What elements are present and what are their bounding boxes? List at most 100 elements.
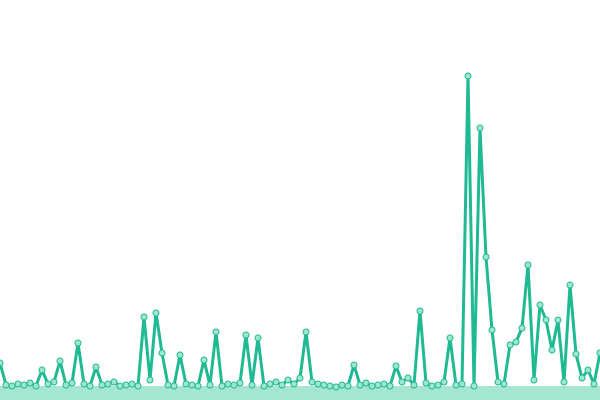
data-point xyxy=(296,374,304,382)
data-point xyxy=(518,324,526,332)
data-point xyxy=(260,382,268,390)
data-point xyxy=(194,382,202,390)
data-point xyxy=(548,346,556,354)
data-point xyxy=(80,380,88,388)
data-point xyxy=(182,380,190,388)
data-point xyxy=(338,381,346,389)
data-point xyxy=(572,350,580,358)
data-point xyxy=(224,380,232,388)
data-point xyxy=(380,380,388,388)
data-point xyxy=(368,382,376,390)
data-point xyxy=(344,382,352,390)
data-point xyxy=(92,363,100,371)
data-point xyxy=(170,382,178,390)
data-point xyxy=(14,380,22,388)
data-point xyxy=(416,307,424,315)
data-point xyxy=(278,381,286,389)
data-point xyxy=(110,378,118,386)
data-point xyxy=(446,334,454,342)
data-point xyxy=(308,378,316,386)
data-point xyxy=(560,378,568,386)
data-point xyxy=(566,281,574,289)
data-point xyxy=(50,378,58,386)
data-point xyxy=(164,381,172,389)
data-point xyxy=(26,379,34,387)
data-point xyxy=(488,326,496,334)
data-point xyxy=(332,383,340,391)
data-point xyxy=(86,382,94,390)
data-point xyxy=(200,356,208,364)
data-point xyxy=(32,382,40,390)
data-point xyxy=(236,379,244,387)
data-point xyxy=(68,379,76,387)
data-point xyxy=(242,331,250,339)
data-point xyxy=(356,381,364,389)
data-point xyxy=(314,380,322,388)
series-line xyxy=(0,74,600,389)
data-point xyxy=(206,381,214,389)
data-point xyxy=(44,380,52,388)
data-point xyxy=(464,72,472,80)
data-point xyxy=(134,382,142,390)
data-point xyxy=(122,381,130,389)
data-point xyxy=(128,380,136,388)
data-point xyxy=(410,381,418,389)
data-point xyxy=(458,380,466,388)
data-point xyxy=(320,381,328,389)
data-point xyxy=(38,366,46,374)
data-point xyxy=(434,381,442,389)
data-point xyxy=(302,328,310,336)
data-point xyxy=(248,381,256,389)
data-point xyxy=(506,341,514,349)
data-point xyxy=(476,124,484,132)
data-point xyxy=(584,366,592,374)
data-point xyxy=(386,382,394,390)
data-point xyxy=(62,381,70,389)
data-point xyxy=(392,362,400,370)
data-point xyxy=(230,381,238,389)
data-point xyxy=(350,361,358,369)
data-point xyxy=(140,313,148,321)
data-point xyxy=(482,253,490,261)
data-point xyxy=(326,382,334,390)
data-point xyxy=(104,380,112,388)
data-point xyxy=(362,379,370,387)
data-point xyxy=(254,334,262,342)
data-point xyxy=(440,378,448,386)
data-point xyxy=(0,359,4,367)
data-point xyxy=(284,376,292,384)
data-point xyxy=(2,381,10,389)
data-point xyxy=(536,301,544,309)
data-point xyxy=(500,380,508,388)
data-point xyxy=(20,381,28,389)
data-point xyxy=(152,309,160,317)
data-point xyxy=(494,378,502,386)
data-point xyxy=(590,380,598,388)
data-point xyxy=(374,381,382,389)
data-point xyxy=(422,379,430,387)
data-point xyxy=(554,316,562,324)
data-point xyxy=(74,339,82,347)
data-point xyxy=(176,351,184,359)
data-point xyxy=(542,316,550,324)
data-point xyxy=(98,381,106,389)
data-point xyxy=(512,338,520,346)
data-point xyxy=(290,380,298,388)
data-point xyxy=(212,328,220,336)
data-point xyxy=(428,382,436,390)
data-point xyxy=(272,378,280,386)
baseline-band xyxy=(0,386,600,400)
data-point xyxy=(158,349,166,357)
data-point xyxy=(470,382,478,390)
data-point xyxy=(452,381,460,389)
data-point xyxy=(146,376,154,384)
data-point xyxy=(578,374,586,382)
data-point xyxy=(116,382,124,390)
data-point xyxy=(266,380,274,388)
data-point xyxy=(596,349,600,357)
data-point xyxy=(218,382,226,390)
data-point xyxy=(8,382,16,390)
data-point xyxy=(398,378,406,386)
